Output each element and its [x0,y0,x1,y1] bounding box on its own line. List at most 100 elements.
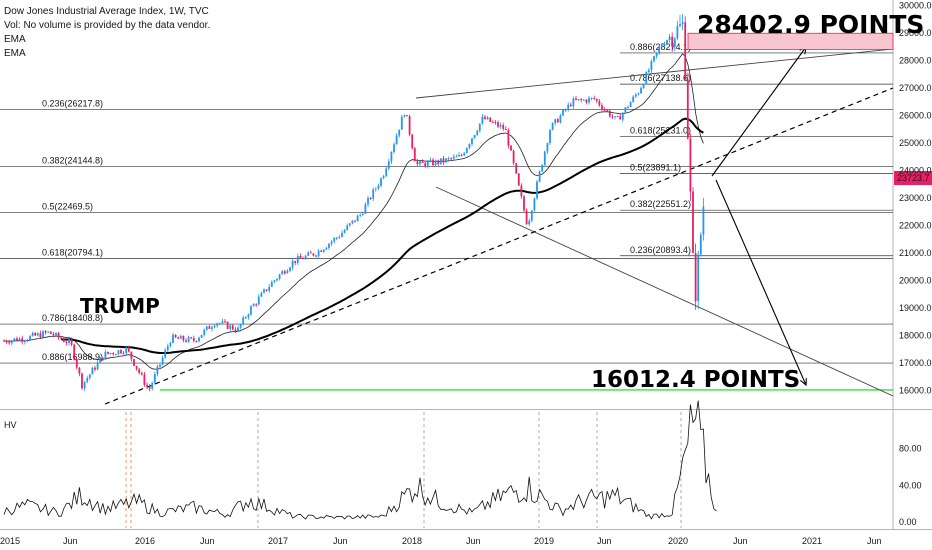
candle-body [629,102,632,108]
candle-body [413,148,416,162]
candle-body [16,338,18,342]
time-tick-label: 2017 [268,536,288,546]
candle-body [36,333,39,336]
time-tick-label: 2016 [135,536,155,546]
candle-body [577,99,580,101]
candle-body [559,115,562,123]
candle-body [699,234,702,255]
time-axis[interactable]: 2015 Jun 2016 Jun 2017 Jun 2018 Jun 2019 Jun 2020 J… [0,536,882,546]
candle-body [289,267,291,271]
price-tick-label: 21000.0 [899,248,932,258]
candle-body [523,196,525,211]
hv-indicator-label: HV [4,420,17,430]
time-tick-label: 2019 [534,536,554,546]
candle-body [556,119,559,123]
time-tick-label: 2020 [668,536,688,546]
candle-body [354,220,356,222]
ema-legend-2[interactable]: EMA [4,48,26,59]
candle-body [369,197,372,199]
candle-body [70,339,73,345]
candle-body [445,158,447,163]
candle-body [99,357,102,363]
candle-body [26,339,29,341]
candle-body [182,335,185,341]
candle-body [169,342,172,347]
candle-body [580,99,583,101]
candle-body [694,252,697,302]
candle-body [143,374,146,385]
candle-body [62,339,65,342]
price-tick-label: 29000.0 [899,28,932,38]
candle-body [697,254,700,302]
candle-body [637,93,640,95]
candle-body [585,99,588,103]
candle-body [252,304,255,307]
candle-body [390,151,393,162]
candle-body [200,334,203,338]
price-pane [0,0,893,410]
candle-body [192,338,195,342]
grid [0,0,932,530]
candle-body [621,112,624,120]
candle-body [437,160,440,164]
price-tick-label: 22000.0 [899,220,932,230]
candle-body [590,97,593,99]
candle-body [593,97,596,99]
candle-body [21,338,24,342]
candle-body [606,109,609,111]
candle-body [29,335,31,340]
lower-target-label: 16012.4 POINTS [591,367,800,393]
candle-body [458,155,460,157]
candle-body [10,340,13,344]
candle-body [660,44,663,47]
price-tick-label: 18000.0 [899,330,932,340]
candle-body [104,351,107,360]
candle-body [86,377,89,382]
candle-body [112,353,115,355]
candle-body [468,143,471,148]
candle-body [315,255,317,257]
price-axis[interactable]: 16000.0 17000.0 18000.0 19000.0 20000.0 21000… [899,0,932,395]
candle-body [325,247,328,250]
candle-body [187,337,190,342]
candle-body [133,359,135,366]
ema-legend-1[interactable]: EMA [4,34,26,45]
candle-body [588,98,590,103]
candle-body [330,241,333,244]
time-tick-label: Jun [200,536,215,546]
candle-body [455,156,458,158]
hv-series-line [3,400,717,520]
candle-body [221,321,224,324]
candle-body [8,342,11,344]
candle-body [49,331,52,335]
candle-body [309,252,312,254]
candle-body [356,215,359,222]
down-arrow [715,179,806,385]
candle-body [302,258,304,260]
ema-slow-line [61,117,704,354]
candle-body [205,326,208,330]
candle-body [268,286,271,291]
candle-body [120,350,122,354]
candle-body [257,296,260,305]
ema-lines [3,53,704,370]
candle-body [198,337,200,342]
candle-body [73,344,76,360]
candle-body [78,367,81,374]
candle-body [520,185,523,197]
candle-body [270,281,273,287]
candle-body [156,366,159,375]
candle-body [322,249,325,252]
chart-title: Dow Jones Industrial Average Index, 1W, … [4,6,209,17]
candle-body [473,134,476,139]
candle-body [640,88,642,94]
volume-note: Vol: No volume is provided by the data v… [4,20,211,31]
candle-body [452,156,455,159]
candle-body [387,161,390,169]
candle-body [434,160,437,166]
candle-body [512,150,515,164]
candle-body [341,232,343,237]
candle-body [13,338,16,341]
candle-body [242,317,245,325]
candle-body [359,214,362,216]
